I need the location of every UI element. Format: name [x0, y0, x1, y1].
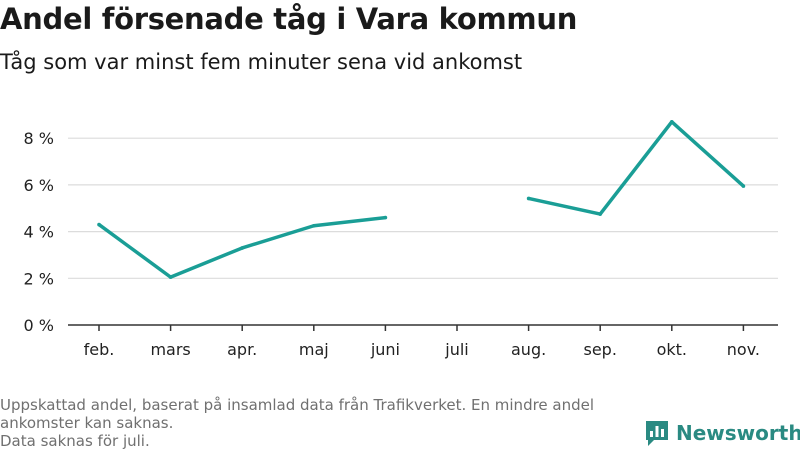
chart-title: Andel försenade tåg i Vara kommun [0, 2, 578, 36]
x-tick-label: nov. [727, 340, 760, 359]
series-line [528, 120, 745, 216]
x-tick-label: juni [370, 340, 400, 359]
footnote: Uppskattad andel, baserat på insamlad da… [0, 396, 630, 450]
chart-subtitle: Tåg som var minst fem minuter sena vid a… [0, 50, 523, 74]
data-point [240, 246, 244, 250]
x-tick-label: juli [444, 340, 468, 359]
data-point [670, 120, 674, 124]
data-point [383, 215, 388, 220]
line-chart: 0 % 2 % 4 % 6 % 8 % feb. mars apr. maj juni juli au… [24, 120, 778, 359]
footnote-line-2: Data saknas för juli. [0, 432, 150, 450]
data-point [598, 212, 602, 216]
data-point [168, 275, 173, 279]
y-tick-label: 2 % [24, 269, 54, 288]
data-point [312, 223, 316, 228]
data-point [741, 184, 746, 188]
x-tick-label: feb. [84, 340, 115, 359]
footnote-line-1: Uppskattad andel, baserat på insamlad da… [0, 396, 595, 432]
x-tick-label: sep. [583, 340, 616, 359]
data-point [97, 222, 101, 227]
logo-text: Newsworthy [676, 421, 800, 445]
x-tick-label: mars [150, 340, 190, 359]
x-tick-label: okt. [657, 340, 687, 359]
y-tick-label: 6 % [24, 176, 54, 195]
x-tick-label: aug. [511, 340, 546, 359]
y-tick-label: 8 % [24, 129, 54, 148]
y-tick-label: 4 % [24, 223, 54, 242]
bar-chart-logo-icon [646, 421, 668, 446]
data-point [526, 196, 531, 201]
x-tick-label: apr. [227, 340, 257, 359]
x-tick-label: maj [299, 340, 329, 359]
newsworthy-logo: Newsworthy [644, 419, 800, 447]
y-tick-label: 0 % [24, 316, 54, 335]
